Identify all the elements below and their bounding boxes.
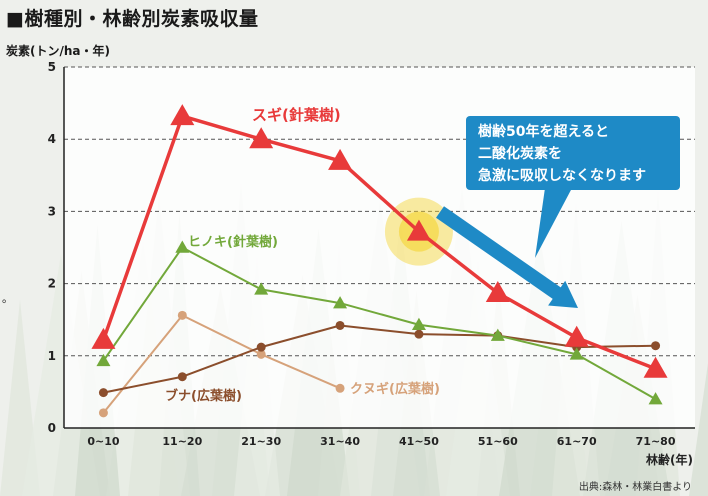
trend-arrow <box>436 206 578 308</box>
page-title: ■樹種別・林齢別炭素吸収量 <box>6 8 259 30</box>
x-tick-label: 51~60 <box>478 435 518 448</box>
data-point <box>96 353 111 367</box>
series-line <box>102 246 657 400</box>
x-tick-label: 61~70 <box>557 435 597 448</box>
callout-box: 樹齢50年を超えると 二酸化炭素を 急激に吸収しなくなります <box>466 116 680 190</box>
side-mark: 。 <box>2 292 13 305</box>
y-axis-label: 炭素(トン/ha・年) <box>6 44 110 58</box>
data-point <box>335 320 345 330</box>
x-tick-label: 31~40 <box>320 435 360 448</box>
data-point <box>651 341 661 351</box>
data-point <box>490 328 505 341</box>
y-tick-label: 5 <box>48 60 56 74</box>
data-point <box>333 296 348 309</box>
data-point <box>175 240 190 253</box>
data-point <box>406 219 431 241</box>
data-point <box>98 388 108 398</box>
data-point <box>569 347 584 360</box>
data-point <box>564 325 589 347</box>
data-point <box>414 329 424 339</box>
x-tick-label: 21~30 <box>241 435 281 448</box>
source-note: 出典:森林・林業白書より <box>578 482 692 493</box>
data-point <box>254 282 269 295</box>
data-point <box>411 317 426 331</box>
x-tick-label: 71~80 <box>636 435 676 448</box>
series-line <box>102 314 341 414</box>
y-tick-label: 3 <box>48 204 56 218</box>
data-point <box>177 310 187 320</box>
data-point <box>98 408 108 418</box>
data-point <box>249 127 274 149</box>
data-point <box>643 356 668 378</box>
series-label: ヒノキ(針葉樹) <box>188 234 278 250</box>
data-point <box>485 280 510 302</box>
y-tick-label: 2 <box>48 277 56 291</box>
y-tick-label: 0 <box>48 421 56 435</box>
data-point <box>328 148 353 170</box>
x-tick-label: 41~50 <box>399 435 439 448</box>
x-tick-label: 0~10 <box>87 435 120 448</box>
callout-line: 二酸化炭素を <box>478 146 562 162</box>
series-label: ブナ(広葉樹) <box>165 388 242 404</box>
series-line <box>103 324 656 394</box>
series-label: クヌギ(広葉樹) <box>350 381 440 397</box>
x-axis-label: 林齢(年) <box>646 452 693 467</box>
data-point <box>648 392 663 405</box>
callout-line: 急激に吸収しなくなります <box>478 168 646 184</box>
data-point <box>256 349 266 359</box>
data-point <box>256 342 266 352</box>
data-point <box>335 383 345 393</box>
data-point <box>177 372 187 382</box>
tree-shape <box>689 363 708 496</box>
callout-line: 樹齢50年を超えると <box>478 124 610 140</box>
x-tick-label: 11~20 <box>162 435 202 448</box>
series-label: スギ(針葉樹) <box>252 106 341 124</box>
y-tick-label: 4 <box>48 132 56 146</box>
callout-pointer <box>535 188 572 258</box>
data-point <box>91 327 116 349</box>
data-point <box>170 104 195 126</box>
series-line <box>101 114 657 371</box>
y-tick-label: 1 <box>48 349 56 363</box>
